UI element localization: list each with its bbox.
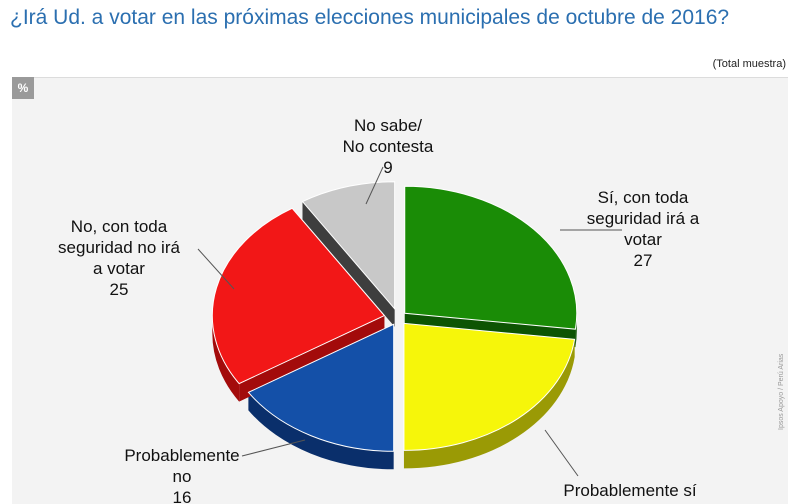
pie-side-probablemente-si — [403, 339, 575, 469]
slice-value-si-con-seguridad: 27 — [634, 251, 653, 270]
slice-label-si-con-seguridad: seguridad irá a — [587, 209, 700, 228]
chart-title: ¿Irá Ud. a votar en las próximas eleccio… — [10, 6, 730, 29]
slice-label-probablemente-no: no — [173, 467, 192, 486]
pie-slice-probablemente-si — [403, 322, 576, 451]
pie-slice-no-sabe — [301, 181, 396, 311]
slice-label-si-con-seguridad: Sí, con toda — [598, 188, 689, 207]
pie-side-probablemente-no — [248, 392, 394, 470]
leader-line-probablemente-si — [544, 429, 579, 477]
leader-line-no-sabe — [365, 166, 384, 205]
chart-panel — [12, 77, 788, 504]
pie-slice-probablemente-no — [247, 323, 395, 452]
slice-label-no-con-seguridad: a votar — [93, 259, 145, 278]
slice-label-probablemente-no: Probablemente — [124, 446, 239, 465]
pie-side-no-con-seguridad — [212, 315, 240, 402]
pie-slice-no-con-seguridad — [211, 207, 386, 385]
slice-label-no-sabe: No sabe/ — [354, 116, 422, 135]
leader-line-no-con-seguridad — [197, 248, 235, 290]
slice-value-no-con-seguridad: 25 — [110, 280, 129, 299]
slice-label-no-con-seguridad: seguridad no irá — [58, 238, 180, 257]
slice-label-probablemente-si: Probablemente sí — [563, 481, 697, 500]
sample-note: (Total muestra) — [712, 58, 786, 70]
leader-line-probablemente-no — [241, 439, 306, 457]
slice-label-no-sabe: No contesta — [343, 137, 434, 156]
pie-cut-no-sabe-0 — [302, 201, 395, 327]
slice-value-no-sabe: 9 — [383, 158, 392, 177]
slice-label-si-con-seguridad: votar — [624, 230, 662, 249]
slice-value-probablemente-no: 16 — [173, 488, 192, 503]
slice-label-no-con-seguridad: No, con toda — [71, 217, 168, 236]
percent-badge: % — [12, 77, 34, 99]
pie-slice-si-con-seguridad — [404, 185, 578, 330]
